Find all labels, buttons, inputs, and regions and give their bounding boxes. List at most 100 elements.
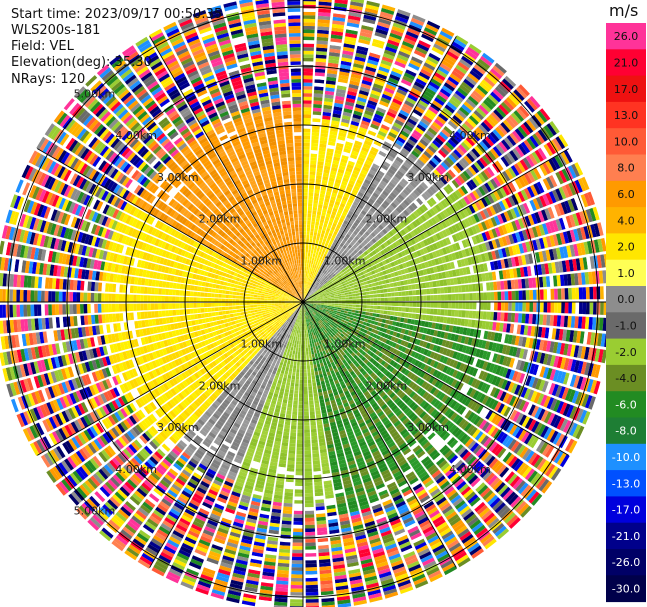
range-gate xyxy=(377,69,389,77)
range-gate xyxy=(411,111,421,120)
range-gate xyxy=(357,175,365,182)
range-gate xyxy=(351,173,358,179)
range-gate xyxy=(367,271,373,276)
range-gate xyxy=(514,219,522,230)
range-gate xyxy=(490,302,495,311)
range-gate xyxy=(358,35,372,42)
range-gate xyxy=(363,194,370,201)
range-gate xyxy=(518,313,523,323)
range-gate xyxy=(500,259,506,269)
range-gate xyxy=(471,319,476,328)
range-gate xyxy=(534,211,542,224)
range-gate xyxy=(381,228,388,235)
range-gate xyxy=(314,285,318,289)
range-gate xyxy=(466,152,475,163)
range-gate xyxy=(395,240,401,247)
range-gate xyxy=(527,214,535,226)
range-gate xyxy=(377,251,383,257)
range-gate xyxy=(451,269,457,277)
range-gate xyxy=(323,169,330,174)
range-gate xyxy=(318,251,322,256)
range-gate xyxy=(445,141,455,151)
range-gate xyxy=(423,212,430,220)
range-gate xyxy=(555,171,564,185)
range-gate xyxy=(571,163,580,177)
range-gate xyxy=(441,85,453,95)
range-gate xyxy=(445,324,450,332)
range-gate xyxy=(545,176,555,189)
range-gate xyxy=(450,317,455,325)
range-gate xyxy=(307,277,310,282)
range-gate xyxy=(317,385,322,390)
range-gate xyxy=(336,85,347,91)
range-gate xyxy=(344,144,352,150)
range-gate xyxy=(316,211,322,216)
range-gate xyxy=(335,197,342,203)
range-gate xyxy=(369,150,378,157)
range-gate xyxy=(345,167,353,173)
range-gate xyxy=(392,266,397,272)
range-gate xyxy=(388,131,397,139)
range-gate xyxy=(349,241,355,247)
range-gate xyxy=(332,289,337,292)
range-gate xyxy=(599,317,604,331)
range-gate xyxy=(311,260,314,265)
range-gate xyxy=(353,274,358,279)
range-gate xyxy=(563,315,569,328)
range-gate xyxy=(478,124,489,135)
range-gate xyxy=(463,139,473,149)
range-gate xyxy=(360,247,366,253)
range-gate xyxy=(350,276,355,280)
range-gate xyxy=(380,124,390,131)
range-gate xyxy=(442,56,455,66)
range-gate xyxy=(543,289,548,300)
range-gate xyxy=(409,59,422,68)
range-gate xyxy=(373,309,377,313)
range-gate xyxy=(313,303,317,305)
range-gate xyxy=(395,139,404,147)
range-gate xyxy=(519,267,525,277)
range-gate xyxy=(321,256,326,261)
range-gate xyxy=(309,298,314,300)
range-gate xyxy=(472,302,477,310)
range-gate xyxy=(362,269,368,275)
range-gate xyxy=(355,246,361,252)
range-gate xyxy=(453,67,466,78)
range-gate xyxy=(383,241,389,248)
range-gate xyxy=(303,61,314,65)
range-gate xyxy=(414,105,425,114)
range-gate xyxy=(413,236,420,244)
range-gate xyxy=(316,304,321,306)
range-gate xyxy=(308,199,313,204)
range-gate xyxy=(355,163,363,169)
range-gate xyxy=(393,64,405,72)
range-gate xyxy=(396,224,403,231)
range-gate xyxy=(551,328,557,340)
range-gate xyxy=(402,188,410,196)
range-gate xyxy=(483,119,494,130)
range-gate xyxy=(531,213,538,225)
range-gate xyxy=(312,279,316,284)
range-gate xyxy=(473,110,484,121)
range-gate xyxy=(448,325,454,333)
range-gate xyxy=(508,94,520,106)
range-gate xyxy=(359,298,364,302)
range-gate xyxy=(356,265,361,270)
range-gate xyxy=(305,296,308,300)
range-gate xyxy=(306,266,309,271)
range-gate xyxy=(323,257,328,262)
range-gate xyxy=(520,189,529,201)
range-gate xyxy=(336,88,346,94)
range-gate xyxy=(303,295,306,299)
range-gate xyxy=(359,295,364,299)
range-gate xyxy=(391,162,400,170)
range-gate xyxy=(380,297,385,302)
range-gate xyxy=(322,111,332,117)
range-gate xyxy=(358,268,363,273)
range-gate xyxy=(303,217,307,221)
range-gate xyxy=(331,27,344,33)
range-gate xyxy=(593,239,600,253)
range-gate xyxy=(320,297,324,300)
range-gate xyxy=(356,273,361,277)
range-gate xyxy=(550,302,555,313)
